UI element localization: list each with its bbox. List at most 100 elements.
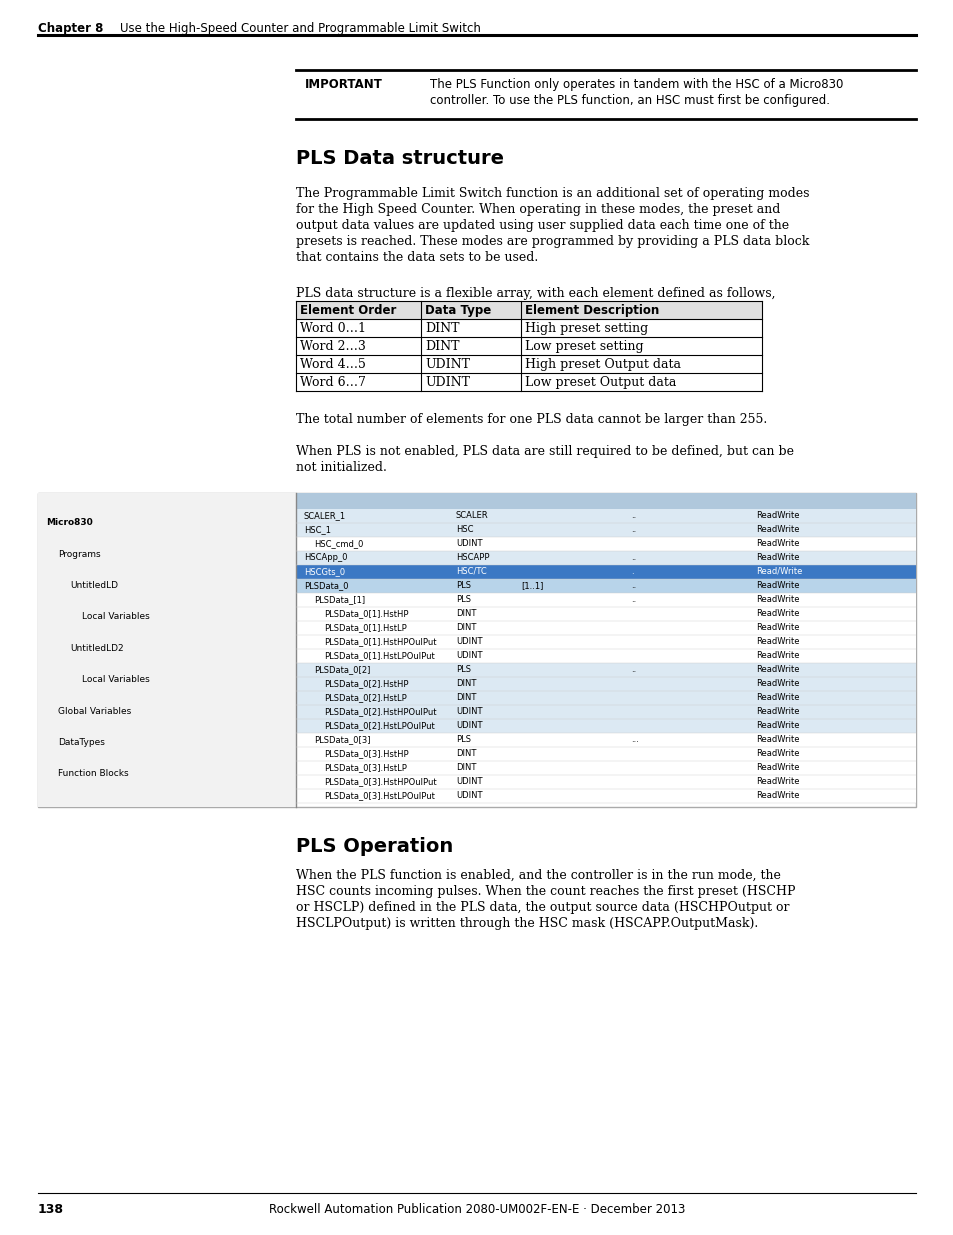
Text: ReadWrite: ReadWrite xyxy=(755,511,799,520)
Text: PLS: PLS xyxy=(456,580,471,590)
Text: HSC/TC: HSC/TC xyxy=(456,567,486,576)
Text: DINT: DINT xyxy=(424,340,459,353)
Text: ReadWrite: ReadWrite xyxy=(755,580,799,590)
Text: ReadWrite: ReadWrite xyxy=(755,693,799,701)
Text: for the High Speed Counter. When operating in these modes, the preset and: for the High Speed Counter. When operati… xyxy=(295,203,780,216)
Text: or HSCLP) defined in the PLS data, the output source data (HSCHPOutput or: or HSCLP) defined in the PLS data, the o… xyxy=(295,902,789,914)
Text: ReadWrite: ReadWrite xyxy=(755,651,799,659)
Text: PLSData_0[2].HstHP: PLSData_0[2].HstHP xyxy=(324,679,408,688)
Text: UDINT: UDINT xyxy=(456,706,482,716)
Text: ReadWrite: ReadWrite xyxy=(755,706,799,716)
Text: DINT: DINT xyxy=(424,322,459,335)
Text: UntitledLD: UntitledLD xyxy=(70,580,118,590)
Text: PLSData_0[3].HstLP: PLSData_0[3].HstLP xyxy=(324,763,406,772)
Text: [1..1]: [1..1] xyxy=(520,580,543,590)
Text: ReadWrite: ReadWrite xyxy=(755,721,799,730)
Text: ..: .. xyxy=(630,580,636,590)
Text: ReadWrite: ReadWrite xyxy=(755,748,799,758)
Text: SCALER_1: SCALER_1 xyxy=(304,511,346,520)
Text: ReadWrite: ReadWrite xyxy=(755,637,799,646)
Bar xyxy=(295,677,915,692)
Text: PLSData_0[1].HstHPOulPut: PLSData_0[1].HstHPOulPut xyxy=(324,637,436,646)
Text: Programs: Programs xyxy=(58,550,100,558)
Text: Local Variables: Local Variables xyxy=(82,676,150,684)
Text: DINT: DINT xyxy=(456,679,476,688)
Bar xyxy=(295,579,915,593)
Text: UntitledLD2: UntitledLD2 xyxy=(70,643,124,653)
Bar xyxy=(295,509,915,522)
Bar xyxy=(295,776,915,789)
Text: controller. To use the PLS function, an HSC must first be configured.: controller. To use the PLS function, an … xyxy=(430,94,829,107)
Text: The total number of elements for one PLS data cannot be larger than 255.: The total number of elements for one PLS… xyxy=(295,412,766,426)
Text: PLSData_[1]: PLSData_[1] xyxy=(314,595,365,604)
Text: .: . xyxy=(630,567,633,576)
Text: ..: .. xyxy=(630,553,636,562)
Text: DINT: DINT xyxy=(456,609,476,618)
Text: Function Blocks: Function Blocks xyxy=(58,769,129,778)
Text: UDINT: UDINT xyxy=(456,790,482,800)
Text: PLSData_0[3].HstHPOulPut: PLSData_0[3].HstHPOulPut xyxy=(324,777,436,785)
Text: When the PLS function is enabled, and the controller is in the run mode, the: When the PLS function is enabled, and th… xyxy=(295,869,781,882)
Text: UDINT: UDINT xyxy=(456,637,482,646)
Text: ReadWrite: ReadWrite xyxy=(755,595,799,604)
Text: HSCLPOutput) is written through the HSC mask (HSCAPP.OutputMask).: HSCLPOutput) is written through the HSC … xyxy=(295,918,758,930)
Text: Chapter 8: Chapter 8 xyxy=(38,22,103,35)
Text: Local Variables: Local Variables xyxy=(82,613,150,621)
Text: ReadWrite: ReadWrite xyxy=(755,735,799,743)
Bar xyxy=(295,719,915,734)
Bar xyxy=(295,747,915,761)
Text: ...: ... xyxy=(630,735,639,743)
Text: The Programmable Limit Switch function is an additional set of operating modes: The Programmable Limit Switch function i… xyxy=(295,186,809,200)
Text: PLS: PLS xyxy=(456,735,471,743)
Bar xyxy=(295,301,761,319)
Bar xyxy=(295,789,915,803)
Text: output data values are updated using user supplied data each time one of the: output data values are updated using use… xyxy=(295,219,788,232)
Text: PLSData_0: PLSData_0 xyxy=(304,580,348,590)
Text: PLSData_0[2].HstLP: PLSData_0[2].HstLP xyxy=(324,693,406,701)
Text: DataTypes: DataTypes xyxy=(58,739,105,747)
Text: Low preset setting: Low preset setting xyxy=(524,340,643,353)
Text: PLS: PLS xyxy=(456,664,471,674)
Text: PLSData_0[1].HstHP: PLSData_0[1].HstHP xyxy=(324,609,408,618)
Text: PLSData_0[3].HstHP: PLSData_0[3].HstHP xyxy=(324,748,408,758)
Text: ReadWrite: ReadWrite xyxy=(755,790,799,800)
Bar xyxy=(38,493,915,806)
Text: DINT: DINT xyxy=(456,693,476,701)
Text: PLSData_0[1].HstLP: PLSData_0[1].HstLP xyxy=(324,622,406,632)
Text: UDINT: UDINT xyxy=(456,651,482,659)
Bar xyxy=(295,761,915,776)
Text: PLSData_0[3]: PLSData_0[3] xyxy=(314,735,370,743)
Text: ReadWrite: ReadWrite xyxy=(755,679,799,688)
Text: ReadWrite: ReadWrite xyxy=(755,609,799,618)
Text: HSC: HSC xyxy=(456,525,473,534)
Text: The PLS Function only operates in tandem with the HSC of a Micro830: The PLS Function only operates in tandem… xyxy=(430,78,842,91)
Text: ReadWrite: ReadWrite xyxy=(755,553,799,562)
Text: ..: .. xyxy=(630,511,636,520)
Text: HSC counts incoming pulses. When the count reaches the first preset (HSCHP: HSC counts incoming pulses. When the cou… xyxy=(295,885,795,898)
Text: Low preset Output data: Low preset Output data xyxy=(524,375,676,389)
Bar xyxy=(295,734,915,747)
Text: 138: 138 xyxy=(38,1203,64,1216)
Bar xyxy=(295,606,915,621)
Text: ReadWrite: ReadWrite xyxy=(755,525,799,534)
Text: Global Variables: Global Variables xyxy=(58,706,132,715)
Text: Rockwell Automation Publication 2080-UM002F-EN-E · December 2013: Rockwell Automation Publication 2080-UM0… xyxy=(269,1203,684,1216)
Text: Read/Write: Read/Write xyxy=(755,567,801,576)
Text: Data Type: Data Type xyxy=(424,304,491,317)
Bar xyxy=(295,635,915,650)
Text: When PLS is not enabled, PLS data are still required to be defined, but can be: When PLS is not enabled, PLS data are st… xyxy=(295,445,793,458)
Text: ReadWrite: ReadWrite xyxy=(755,763,799,772)
Text: ReadWrite: ReadWrite xyxy=(755,538,799,548)
Text: HSCApp_0: HSCApp_0 xyxy=(304,553,347,562)
Bar xyxy=(295,537,915,551)
Text: ReadWrite: ReadWrite xyxy=(755,622,799,632)
Text: High preset setting: High preset setting xyxy=(524,322,648,335)
Text: ReadWrite: ReadWrite xyxy=(755,664,799,674)
Bar xyxy=(295,564,915,579)
Bar xyxy=(295,593,915,606)
Text: PLSData_0[1].HstLPOulPut: PLSData_0[1].HstLPOulPut xyxy=(324,651,435,659)
Bar xyxy=(295,705,915,719)
Bar xyxy=(295,692,915,705)
Text: High preset Output data: High preset Output data xyxy=(524,358,680,370)
Text: UDINT: UDINT xyxy=(456,721,482,730)
